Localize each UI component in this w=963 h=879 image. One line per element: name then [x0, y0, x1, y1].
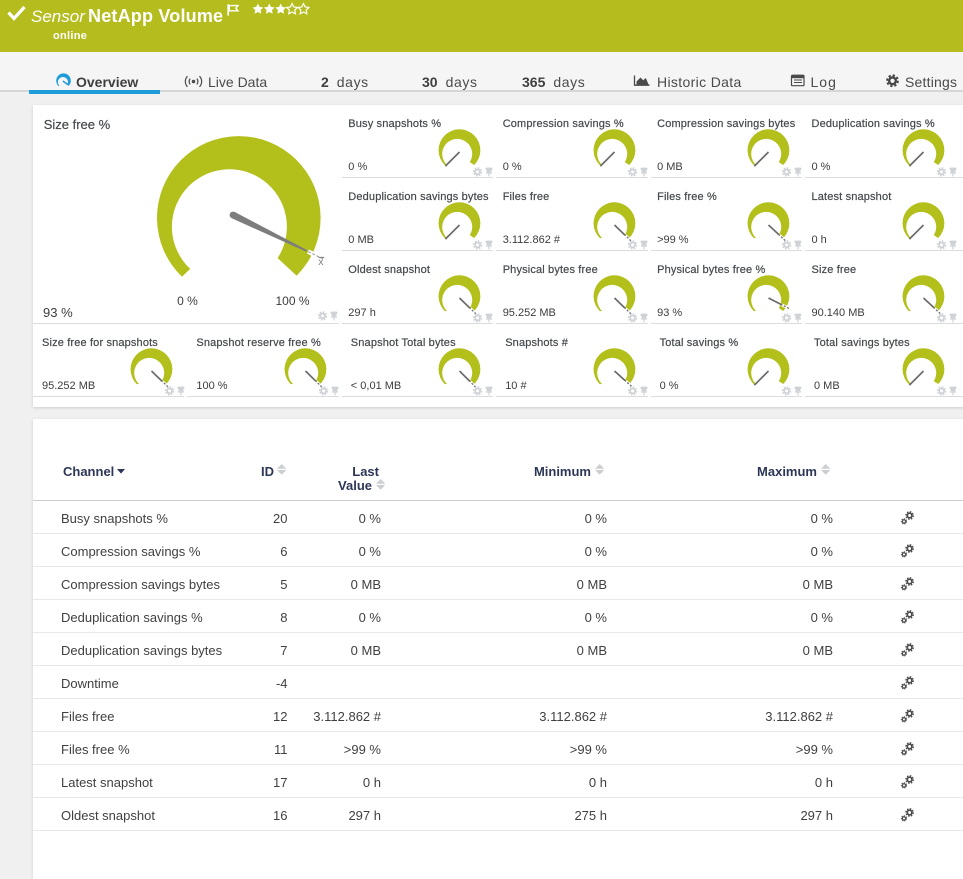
svg-text:x: x — [318, 256, 324, 268]
